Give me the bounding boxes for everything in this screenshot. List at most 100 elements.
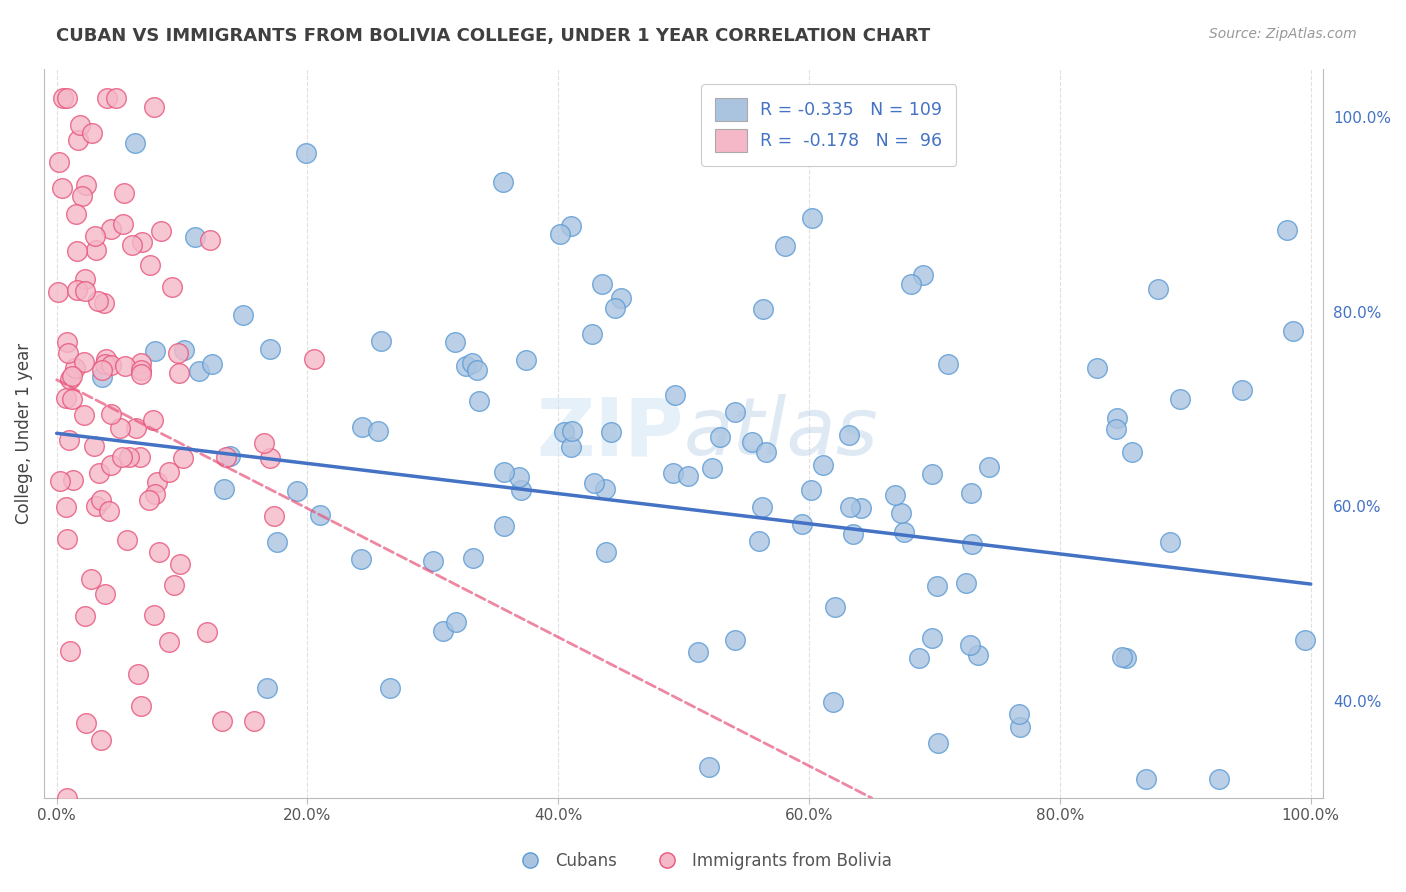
- Point: [73, 284, 96, 298]
- Point: [1282, 324, 1305, 338]
- Point: [51, 180, 73, 194]
- Point: [510, 483, 533, 497]
- Point: [89, 466, 111, 480]
- Point: [1121, 445, 1143, 459]
- Point: [811, 458, 834, 473]
- Point: [925, 579, 948, 593]
- Point: [253, 436, 276, 450]
- Point: [800, 483, 823, 498]
- Point: [977, 459, 1000, 474]
- Point: [59, 372, 82, 386]
- Point: [256, 681, 278, 696]
- Point: [1159, 535, 1181, 549]
- Point: [259, 342, 281, 356]
- Point: [741, 435, 763, 450]
- Point: [58, 434, 80, 448]
- Point: [609, 291, 631, 305]
- Point: [548, 227, 571, 241]
- Point: [790, 516, 813, 531]
- Point: [560, 219, 582, 233]
- Point: [148, 545, 170, 559]
- Point: [112, 186, 135, 200]
- Point: [128, 450, 150, 464]
- Point: [112, 217, 135, 231]
- Text: Source: ZipAtlas.com: Source: ZipAtlas.com: [1209, 27, 1357, 41]
- Point: [724, 405, 747, 419]
- Point: [83, 439, 105, 453]
- Point: [94, 352, 117, 367]
- Point: [46, 285, 69, 299]
- Point: [824, 600, 846, 615]
- Point: [75, 608, 97, 623]
- Point: [900, 277, 922, 292]
- Point: [959, 638, 981, 652]
- Point: [188, 363, 211, 377]
- Point: [73, 409, 96, 423]
- Point: [515, 353, 537, 368]
- Point: [90, 492, 112, 507]
- Point: [59, 643, 82, 657]
- Point: [219, 449, 242, 463]
- Point: [80, 572, 103, 586]
- Point: [69, 118, 91, 132]
- Point: [921, 631, 943, 645]
- Point: [560, 440, 582, 454]
- Point: [1168, 392, 1191, 406]
- Point: [697, 759, 720, 773]
- Point: [263, 508, 285, 523]
- Point: [1105, 422, 1128, 436]
- Point: [846, 121, 869, 136]
- Point: [138, 493, 160, 508]
- Text: CUBAN VS IMMIGRANTS FROM BOLIVIA COLLEGE, UNDER 1 YEAR CORRELATION CHART: CUBAN VS IMMIGRANTS FROM BOLIVIA COLLEGE…: [56, 27, 931, 45]
- Point: [127, 667, 149, 681]
- Point: [467, 362, 489, 376]
- Point: [752, 302, 775, 317]
- Point: [295, 145, 318, 160]
- Point: [460, 356, 482, 370]
- Point: [508, 470, 530, 484]
- Point: [129, 367, 152, 381]
- Point: [66, 283, 89, 297]
- Point: [124, 136, 146, 150]
- Point: [1115, 650, 1137, 665]
- Legend: R = -0.335   N = 109, R =  -0.178   N =  96: R = -0.335 N = 109, R = -0.178 N = 96: [702, 85, 956, 166]
- Point: [129, 356, 152, 370]
- Point: [90, 732, 112, 747]
- Point: [129, 698, 152, 713]
- Point: [688, 645, 710, 659]
- Point: [93, 296, 115, 310]
- Point: [100, 407, 122, 421]
- Point: [70, 189, 93, 203]
- Point: [169, 557, 191, 571]
- Point: [352, 420, 374, 434]
- Point: [851, 500, 873, 515]
- Point: [801, 211, 824, 225]
- Point: [367, 425, 389, 439]
- Y-axis label: College, Under 1 year: College, Under 1 year: [15, 343, 32, 524]
- Point: [143, 343, 166, 358]
- Point: [936, 357, 959, 371]
- Point: [1008, 707, 1031, 722]
- Point: [56, 791, 79, 805]
- Point: [463, 550, 485, 565]
- Point: [1010, 720, 1032, 734]
- Point: [583, 476, 606, 491]
- Point: [157, 466, 180, 480]
- Point: [55, 500, 77, 514]
- Point: [912, 268, 935, 283]
- Point: [84, 499, 107, 513]
- Point: [96, 91, 118, 105]
- Point: [142, 100, 165, 114]
- Point: [66, 133, 89, 147]
- Point: [93, 587, 115, 601]
- Point: [169, 366, 191, 380]
- Point: [214, 450, 236, 465]
- Point: [108, 420, 131, 434]
- Point: [960, 537, 983, 551]
- Point: [581, 326, 603, 341]
- Point: [62, 473, 84, 487]
- Point: [52, 91, 75, 105]
- Point: [131, 235, 153, 250]
- Point: [600, 425, 623, 439]
- Point: [97, 504, 120, 518]
